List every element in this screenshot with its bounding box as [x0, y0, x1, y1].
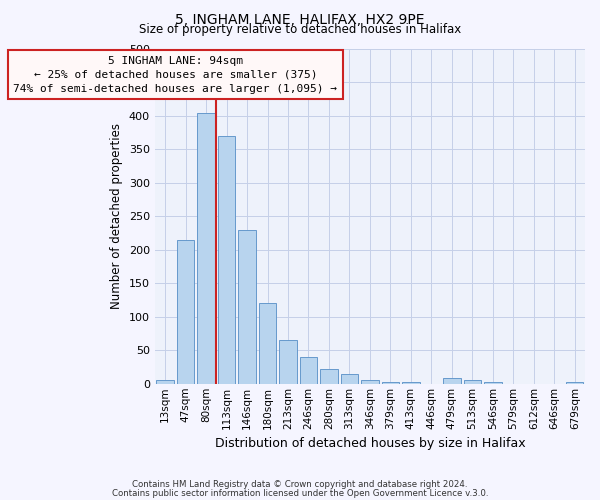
Bar: [157, 380, 174, 384]
Bar: [197, 112, 215, 384]
Bar: [566, 382, 583, 384]
Bar: [341, 374, 358, 384]
Bar: [259, 304, 276, 384]
Bar: [361, 380, 379, 384]
Text: Size of property relative to detached houses in Halifax: Size of property relative to detached ho…: [139, 22, 461, 36]
Bar: [177, 240, 194, 384]
Text: 5, INGHAM LANE, HALIFAX, HX2 9PE: 5, INGHAM LANE, HALIFAX, HX2 9PE: [175, 12, 425, 26]
Text: Contains HM Land Registry data © Crown copyright and database right 2024.: Contains HM Land Registry data © Crown c…: [132, 480, 468, 489]
Bar: [484, 382, 502, 384]
Bar: [218, 136, 235, 384]
Bar: [300, 357, 317, 384]
Bar: [320, 369, 338, 384]
Text: Contains public sector information licensed under the Open Government Licence v.: Contains public sector information licen…: [112, 488, 488, 498]
Text: 5 INGHAM LANE: 94sqm
← 25% of detached houses are smaller (375)
74% of semi-deta: 5 INGHAM LANE: 94sqm ← 25% of detached h…: [13, 56, 337, 94]
Y-axis label: Number of detached properties: Number of detached properties: [110, 124, 124, 310]
Bar: [279, 340, 297, 384]
Bar: [382, 382, 399, 384]
X-axis label: Distribution of detached houses by size in Halifax: Distribution of detached houses by size …: [215, 437, 525, 450]
Bar: [402, 382, 419, 384]
Bar: [464, 380, 481, 384]
Bar: [238, 230, 256, 384]
Bar: [443, 378, 461, 384]
